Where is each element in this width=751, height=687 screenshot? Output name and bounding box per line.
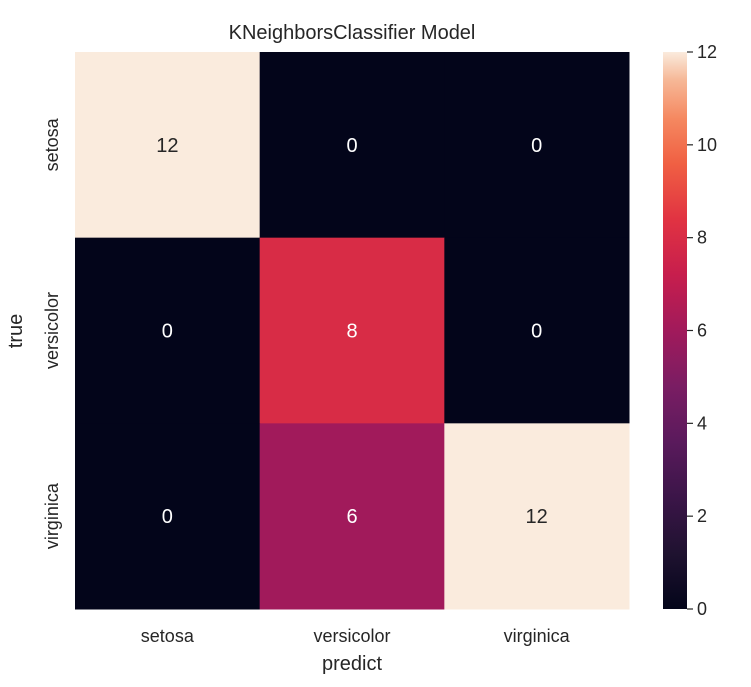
- cell-value-versicolor-versicolor: 8: [346, 321, 357, 343]
- colorbar: [663, 52, 687, 609]
- x-tick-setosa: setosa: [141, 626, 195, 646]
- colorbar-tick-label-6: 6: [697, 321, 707, 341]
- x-axis-label: predict: [322, 653, 382, 675]
- y-tick-labels: setosa versicolor virginica: [42, 117, 62, 549]
- colorbar-tick-label-0: 0: [697, 599, 707, 619]
- y-tick-setosa: setosa: [42, 117, 62, 171]
- x-tick-labels: setosa versicolor virginica: [141, 626, 571, 646]
- heatmap-cell-setosa-virginica: [444, 52, 630, 239]
- heatmap-cell-versicolor-setosa: [75, 237, 261, 424]
- y-tick-virginica: virginica: [42, 482, 62, 549]
- cell-value-setosa-versicolor: 0: [346, 135, 357, 157]
- heatmap-cell-virginica-virginica: [444, 423, 630, 610]
- heatmap-cell-virginica-setosa: [75, 423, 261, 610]
- cell-value-setosa-virginica: 0: [531, 135, 542, 157]
- heatmap-cell-setosa-versicolor: [259, 52, 445, 239]
- cell-value-virginica-setosa: 0: [162, 506, 173, 528]
- cell-value-setosa-setosa: 12: [156, 135, 178, 157]
- colorbar-tick-label-2: 2: [697, 506, 707, 526]
- colorbar-ticks: 0 2 4 6 8 10 12: [687, 42, 717, 619]
- cell-value-versicolor-setosa: 0: [162, 321, 173, 343]
- colorbar-tick-label-4: 4: [697, 413, 707, 433]
- colorbar-tick-label-8: 8: [697, 228, 707, 248]
- cell-value-virginica-versicolor: 6: [346, 506, 357, 528]
- cell-value-versicolor-virginica: 0: [531, 321, 542, 343]
- heatmap-cell-setosa-setosa: [75, 52, 261, 239]
- x-tick-versicolor: versicolor: [313, 626, 390, 646]
- chart-title: KNeighborsClassifier Model: [229, 22, 476, 44]
- y-axis-label: true: [5, 314, 27, 348]
- cell-value-virginica-virginica: 12: [526, 506, 548, 528]
- heatmap-cells: [75, 52, 630, 610]
- colorbar-tick-label-10: 10: [697, 135, 717, 155]
- heatmap-cell-virginica-versicolor: [259, 423, 445, 610]
- colorbar-tick-label-12: 12: [697, 42, 717, 62]
- x-tick-virginica: virginica: [504, 626, 571, 646]
- heatmap-cell-versicolor-virginica: [444, 237, 630, 424]
- heatmap-cell-versicolor-versicolor: [259, 237, 445, 424]
- heatmap-cell-labels: 12 0 0 0 8 0 0 6 12: [156, 135, 548, 528]
- y-tick-versicolor: versicolor: [42, 292, 62, 369]
